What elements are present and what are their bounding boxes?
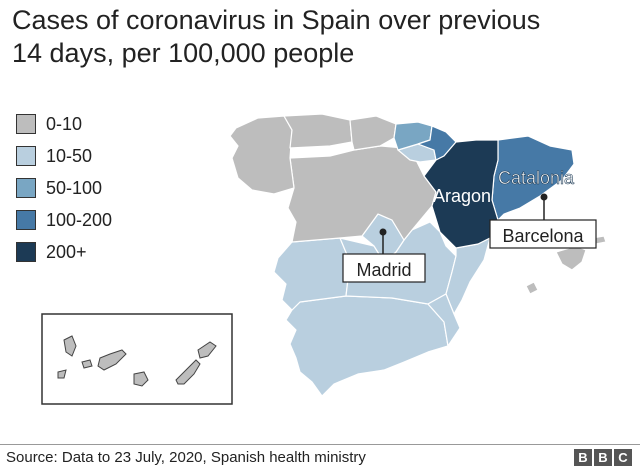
title-line-1: Cases of coronavirus in Spain over previ… (12, 5, 541, 35)
region-balearic-ibiza (525, 281, 539, 295)
legend-label: 100-200 (46, 209, 113, 230)
catalonia-label: Catalonia (498, 168, 575, 188)
region-balearic-mallorca (555, 245, 587, 271)
title-line-2: 14 days, per 100,000 people (12, 38, 355, 68)
region-canary-el-hierro (57, 369, 67, 379)
legend-swatch (16, 114, 36, 134)
region-andalucia (285, 295, 449, 397)
region-canary-tenerife (97, 349, 127, 371)
aragon-label: Aragon (433, 186, 491, 206)
chart-title: Cases of coronavirus in Spain over previ… (12, 4, 622, 70)
bbc-logo-letter: C (614, 449, 632, 466)
madrid-callout-box (342, 253, 426, 283)
legend-item: 0-10 (16, 114, 112, 134)
legend: 0-10 10-50 50-100 100-200 200+ (16, 114, 112, 274)
legend-label: 50-100 (46, 177, 103, 198)
bbc-logo: B B C (574, 449, 632, 466)
region-castilla-y-leon (287, 145, 437, 243)
legend-item: 10-50 (16, 146, 112, 166)
barcelona-marker (540, 193, 548, 201)
barcelona-callout-box (489, 219, 597, 249)
legend-label: 0-10 (46, 113, 83, 134)
legend-label: 200+ (46, 241, 87, 262)
legend-item: 100-200 (16, 210, 112, 230)
source-note: Source: Data to 23 July, 2020, Spanish h… (6, 449, 366, 466)
footer-divider (0, 444, 640, 445)
region-asturias (283, 113, 353, 149)
region-murcia (427, 293, 461, 347)
legend-swatch (16, 178, 36, 198)
region-canary-fuerteventura (175, 359, 201, 385)
legend-swatch (16, 210, 36, 230)
region-cantabria (349, 115, 397, 151)
region-valencia (445, 237, 491, 315)
barcelona-callout-label: Barcelona (502, 226, 584, 246)
region-galicia (229, 115, 295, 195)
region-canary-gran-canaria (133, 371, 149, 387)
canary-islands-inset (41, 313, 233, 405)
region-canary-la-gomera (81, 359, 93, 369)
legend-swatch (16, 146, 36, 166)
bbc-logo-letter: B (594, 449, 612, 466)
legend-item: 50-100 (16, 178, 112, 198)
region-aragon (423, 139, 499, 249)
region-canary-la-palma (63, 335, 77, 357)
legend-swatch (16, 242, 36, 262)
bbc-logo-letter: B (574, 449, 592, 466)
region-canary-lanzarote (197, 341, 217, 359)
legend-label: 10-50 (46, 145, 93, 166)
legend-item: 200+ (16, 242, 112, 262)
madrid-callout-label: Madrid (356, 260, 411, 280)
madrid-marker (379, 228, 387, 236)
